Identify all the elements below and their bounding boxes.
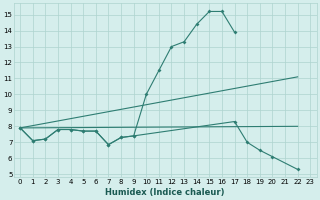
X-axis label: Humidex (Indice chaleur): Humidex (Indice chaleur) [106, 188, 225, 197]
